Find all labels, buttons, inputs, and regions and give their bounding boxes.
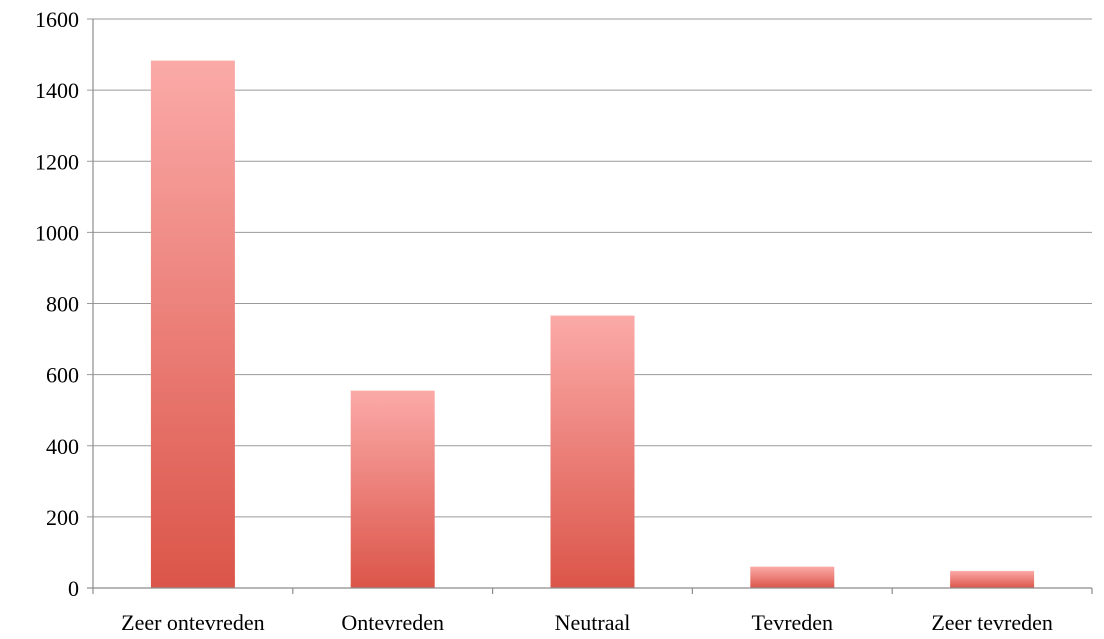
bar-zeer-tevreden (950, 570, 1035, 588)
y-tick-label: 800 (46, 292, 79, 317)
y-axis-tick-labels: 0 200 400 600 800 1000 1200 1400 1600 (35, 7, 79, 601)
y-tick-label: 1000 (35, 220, 79, 245)
y-tick-label: 1200 (35, 149, 79, 174)
y-tick-label: 1600 (35, 7, 79, 32)
axes (87, 19, 1093, 594)
bar-tevreden (750, 566, 835, 588)
x-tick-label: Neutraal (555, 610, 631, 635)
y-tick-label: 200 (46, 505, 79, 530)
bar-zeer-ontevreden (150, 60, 235, 589)
x-tick-label: Zeer ontevreden (121, 610, 265, 635)
x-tick-label: Tevreden (752, 610, 834, 635)
bar-neutraal (550, 315, 635, 588)
y-tick-label: 0 (68, 576, 79, 601)
y-tick-label: 1400 (35, 78, 79, 103)
y-tick-label: 600 (46, 363, 79, 388)
x-axis-tick-labels: Zeer ontevreden Ontevreden Neutraal Tevrede… (121, 610, 1053, 635)
y-tick-label: 400 (46, 434, 79, 459)
bar-ontevreden (350, 390, 435, 588)
x-tick-label: Ontevreden (341, 610, 444, 635)
x-tick-label: Zeer tevreden (931, 610, 1053, 635)
bars (150, 60, 1035, 589)
